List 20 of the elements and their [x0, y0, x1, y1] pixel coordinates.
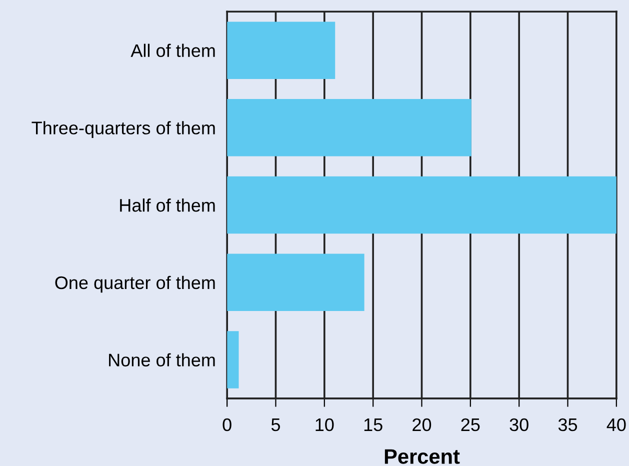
x-tick-label: 30: [510, 418, 528, 432]
x-tick-label: 0: [222, 418, 232, 432]
y-tick-label: All of them: [130, 44, 215, 58]
bar: [227, 331, 239, 388]
x-tick-label: 15: [364, 418, 382, 432]
bar: [227, 22, 336, 79]
y-tick-label: Three-quarters of them: [32, 121, 215, 138]
x-tick-label: 5: [271, 418, 280, 432]
x-tick-label: 20: [412, 418, 432, 432]
y-tick-label: None of them: [109, 353, 215, 366]
y-tick-label: Half of them: [120, 198, 215, 212]
y-tick-label: One quarter of them: [55, 276, 215, 293]
x-tick-label: 25: [461, 418, 480, 432]
x-tick-label: 10: [316, 418, 334, 432]
bar: [227, 254, 364, 312]
x-tick-label: 35: [558, 418, 578, 432]
x-axis-title: Percent: [384, 449, 460, 464]
bar: [227, 99, 472, 156]
bar: [227, 176, 616, 234]
x-tick-label: 40: [606, 418, 626, 432]
